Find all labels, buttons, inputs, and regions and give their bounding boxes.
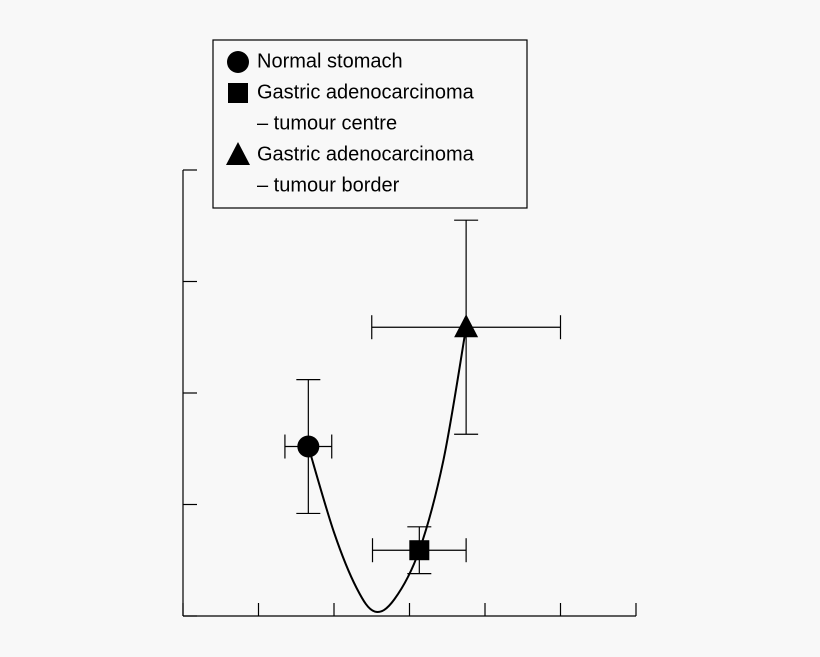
legend-marker [226,142,250,165]
legend-label: – tumour border [257,174,400,196]
data-point [297,435,320,458]
data-point [409,540,430,561]
data-point [454,314,479,338]
legend-label: Gastric adenocarcinoma [257,81,475,103]
fit-curve [307,327,468,613]
legend-marker [228,83,248,103]
legend-box [212,39,528,209]
legend-label: Gastric adenocarcinoma [257,143,475,165]
legend-label: – tumour centre [257,112,397,134]
legend-label: Normal stomach [257,50,403,72]
legend-marker [227,51,249,73]
